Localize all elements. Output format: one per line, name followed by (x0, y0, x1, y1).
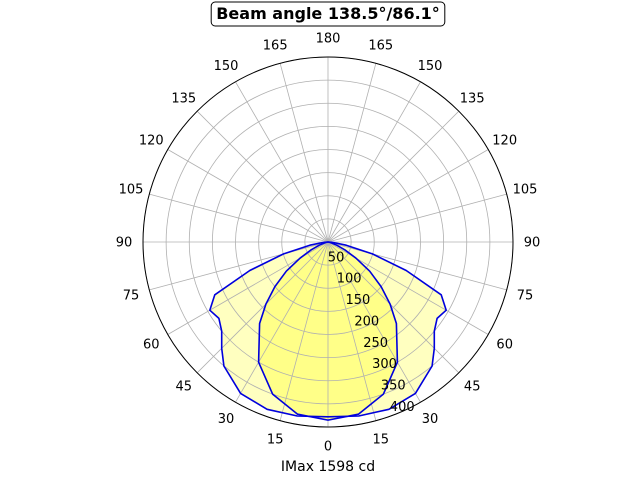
grid-spoke (196, 241, 329, 374)
chart-title: Beam angle 138.5°/86.1° (210, 1, 446, 27)
grid-spoke (327, 193, 507, 243)
grid-spoke (196, 110, 329, 243)
radial-tick-label: 250 (363, 336, 388, 351)
angle-tick-label: 45 (176, 380, 193, 395)
polar-frame (142, 56, 514, 428)
radial-tick-label: 100 (337, 272, 362, 287)
angle-tick-label: 105 (513, 183, 538, 198)
intensity-curve-2 (257, 241, 399, 421)
angle-tick-label: 180 (316, 32, 341, 47)
radial-tick-label: 150 (346, 293, 371, 308)
angle-tick-label: 15 (373, 433, 390, 448)
angle-tick-label: 150 (418, 59, 443, 74)
angle-tick-label: 90 (116, 236, 133, 251)
radial-tick-label: 200 (354, 315, 379, 330)
grid-spoke (149, 193, 329, 243)
x-axis-label: IMax 1598 cd (281, 459, 375, 475)
angle-tick-label: 15 (267, 433, 284, 448)
angle-tick-label: 60 (143, 338, 160, 353)
grid-spoke (327, 241, 421, 403)
grid-spoke (235, 241, 329, 403)
grid-spoke (327, 81, 421, 243)
grid-spoke (327, 241, 377, 421)
title-text: Beam angle 138.5°/86.1° (216, 4, 440, 23)
radial-tick-label: 300 (372, 357, 397, 372)
grid-spoke (327, 63, 377, 243)
angle-tick-label: 120 (492, 134, 517, 149)
angle-tick-label: 45 (464, 380, 481, 395)
angle-tick-labels: 0 15 30 45 60 75 90 105 120 135 150 165 180 165 150 135… (116, 32, 541, 455)
angle-tick-label: 90 (524, 236, 541, 251)
grid-spoke (235, 81, 329, 243)
angle-tick-label: 75 (123, 288, 140, 303)
angle-tick-label: 150 (214, 59, 239, 74)
angle-tick-label: 105 (119, 183, 144, 198)
angle-tick-label: 165 (368, 39, 393, 54)
radial-tick-label: 400 (390, 400, 415, 415)
angle-tick-label: 135 (460, 91, 485, 106)
grid-spoke (279, 241, 329, 421)
angle-tick-label: 165 (263, 39, 288, 54)
grid-spoke (327, 110, 460, 243)
grid-spoke (279, 63, 329, 243)
radial-tick-label: 350 (381, 379, 406, 394)
angle-tick-label: 135 (171, 91, 196, 106)
angle-tick-label: 0 (324, 440, 332, 455)
radial-tick-label: 50 (328, 250, 345, 265)
grid-spoke (327, 241, 507, 291)
angle-tick-label: 75 (517, 288, 534, 303)
title-box (210, 1, 446, 27)
angle-tick-label: 60 (496, 338, 513, 353)
grid-spoke (149, 241, 329, 291)
angle-tick-label: 30 (422, 412, 439, 427)
grid-spoke (327, 241, 460, 374)
radial-tick-labels: 50 100 150 200 250 300 350 400 (328, 250, 415, 415)
intensity-curves (209, 241, 447, 421)
grid-spoke (327, 149, 489, 243)
angle-tick-label: 30 (218, 412, 235, 427)
angle-tick-label: 120 (139, 134, 164, 149)
grid-spoke (167, 149, 329, 243)
